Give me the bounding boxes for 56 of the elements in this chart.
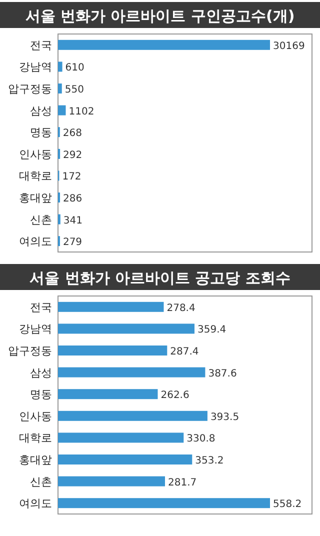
data-label: 341 bbox=[63, 215, 82, 226]
bar bbox=[58, 84, 62, 94]
y-tick-label: 신촌 bbox=[30, 475, 52, 488]
y-tick-label: 홍대앞 bbox=[19, 454, 52, 466]
data-label: 279 bbox=[62, 237, 82, 248]
y-tick-label: 강남역 bbox=[19, 60, 52, 74]
y-tick-label: 삼성 bbox=[30, 104, 52, 118]
bar bbox=[58, 302, 164, 312]
data-label: 1102 bbox=[68, 106, 94, 118]
data-label: 610 bbox=[65, 62, 84, 74]
data-label: 558.2 bbox=[273, 499, 302, 510]
y-tick-label: 여의도 bbox=[19, 497, 52, 510]
y-tick-label: 전국 bbox=[30, 300, 52, 314]
bar bbox=[58, 454, 192, 464]
bar bbox=[58, 389, 158, 400]
data-label: 550 bbox=[64, 84, 84, 96]
y-tick-label: 신촌 bbox=[30, 213, 52, 226]
data-label: 387.6 bbox=[208, 368, 237, 380]
y-tick-label: 명동 bbox=[30, 388, 52, 402]
y-tick-label: 인사동 bbox=[19, 148, 52, 161]
data-label: 172 bbox=[62, 172, 82, 183]
data-label: 278.4 bbox=[166, 302, 196, 314]
bar bbox=[58, 498, 270, 508]
y-tick-label: 전국 bbox=[30, 38, 52, 52]
y-tick-label: 명동 bbox=[30, 126, 52, 140]
y-tick-label: 대학로 bbox=[19, 170, 52, 183]
data-label: 287.4 bbox=[170, 346, 199, 358]
y-tick-label: 압구정동 bbox=[8, 344, 52, 358]
data-label: 393.5 bbox=[210, 412, 240, 423]
data-label: 286 bbox=[63, 194, 82, 204]
y-tick-label: 홍대앞 bbox=[19, 192, 52, 204]
chart-title: 서울 번화가 아르바이트 구인공고수(개) bbox=[25, 7, 295, 25]
bar bbox=[58, 346, 168, 356]
bar bbox=[58, 40, 270, 50]
y-tick-label: 인사동 bbox=[19, 410, 52, 423]
y-tick-label: 삼성 bbox=[30, 366, 52, 380]
data-label: 359.4 bbox=[197, 324, 226, 336]
y-tick-label: 강남역 bbox=[19, 322, 52, 336]
data-label: 268 bbox=[62, 128, 82, 140]
bar bbox=[58, 410, 208, 421]
data-label: 292 bbox=[63, 150, 82, 161]
data-label: 262.6 bbox=[160, 390, 190, 402]
bar bbox=[58, 62, 62, 72]
data-label: 353.2 bbox=[195, 456, 224, 466]
data-label: 30169 bbox=[273, 40, 305, 52]
bar bbox=[58, 432, 184, 443]
data-label: 330.8 bbox=[186, 434, 216, 445]
y-tick-label: 대학로 bbox=[19, 432, 52, 445]
bar bbox=[58, 105, 66, 116]
chart-title: 서울 번화가 아르바이트 공고당 조회수 bbox=[30, 269, 290, 287]
data-label: 281.7 bbox=[168, 477, 197, 488]
bar bbox=[58, 367, 206, 378]
bar bbox=[58, 324, 194, 334]
y-tick-label: 압구정동 bbox=[8, 82, 52, 96]
bar bbox=[58, 476, 165, 486]
y-tick-label: 여의도 bbox=[19, 235, 52, 248]
